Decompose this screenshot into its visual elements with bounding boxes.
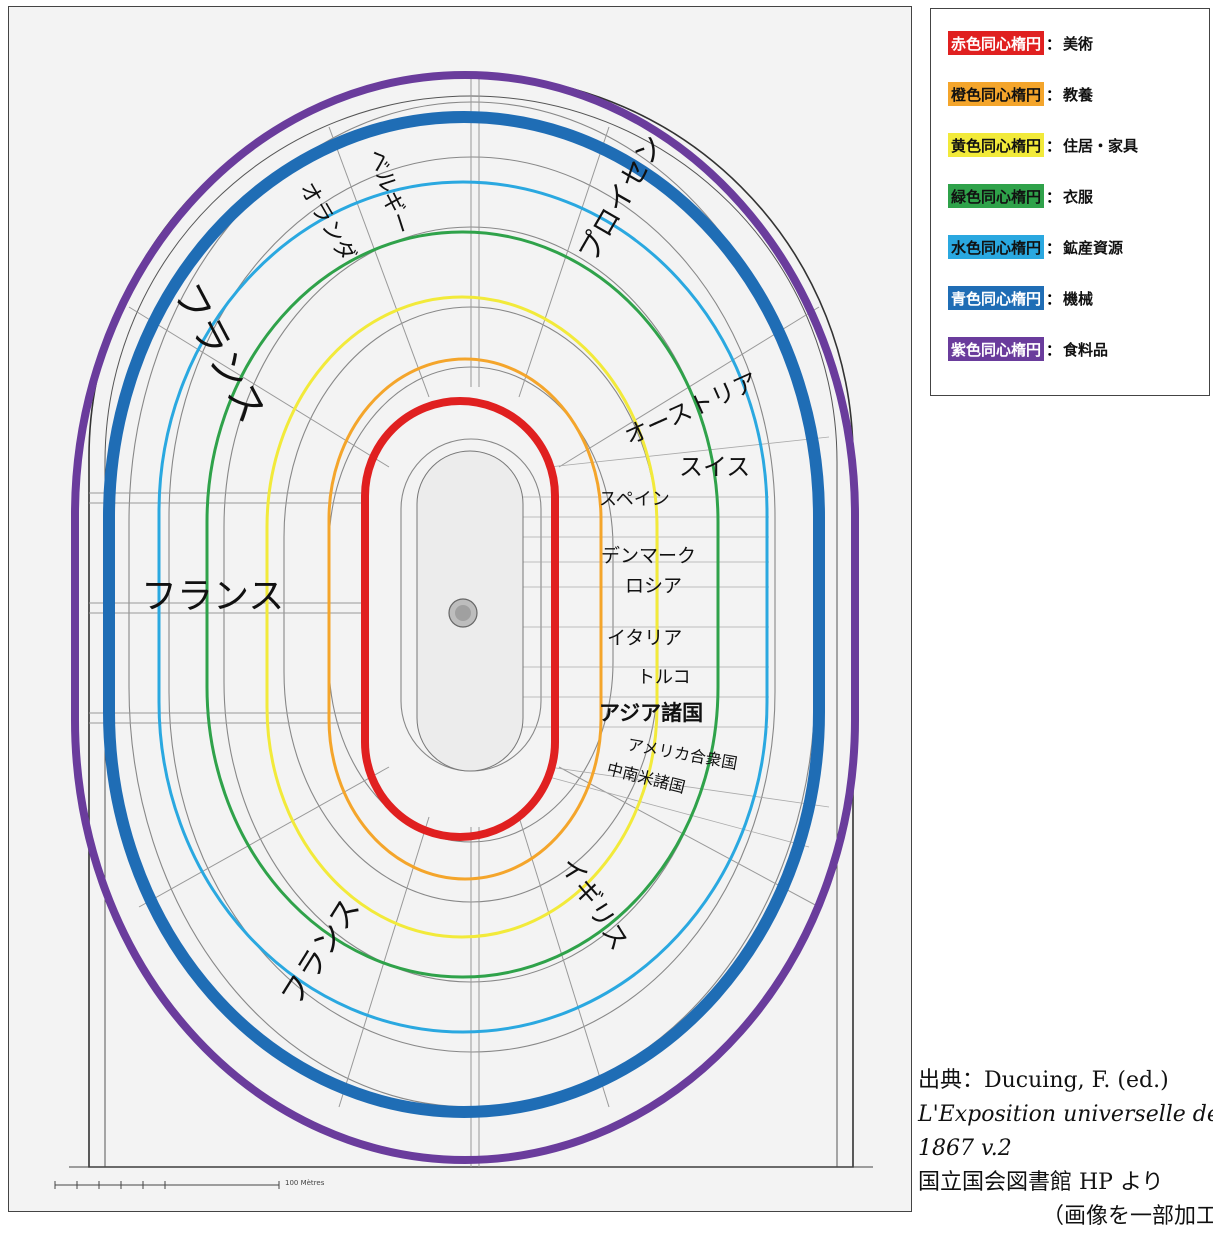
- legend-color-label: 紫色同心楕円: [948, 337, 1045, 361]
- source-line-2: L'Exposition universelle de: [918, 1102, 1213, 1127]
- legend-item: 緑色同心楕円：衣服: [948, 184, 1093, 208]
- legend: 赤色同心楕円：美術 橙色同心楕円：教養 黄色同心楕円：住居・家具 緑色同心楕円：衣服水…: [930, 8, 1210, 396]
- source-line-1: 出典：Ducuing, F. (ed.): [918, 1068, 1169, 1093]
- label-france-west: フランス: [141, 576, 285, 617]
- scale-label: 100 Mètres: [285, 1179, 325, 1187]
- scale-bar: [54, 1181, 280, 1189]
- legend-category: 美術: [1063, 34, 1094, 53]
- label-spain: スペイン: [599, 489, 670, 510]
- legend-item: 黄色同心楕円：住居・家具: [948, 133, 1138, 157]
- legend-separator: ：: [1046, 136, 1062, 155]
- label-switzerland: スイス: [679, 453, 751, 481]
- source-line-4: 国立国会図書館 HP より: [918, 1170, 1164, 1195]
- label-russia: ロシア: [625, 575, 683, 597]
- blue-oval: [103, 111, 825, 1118]
- legend-category: 機械: [1063, 289, 1094, 308]
- source-citation: 出典：Ducuing, F. (ed.) L'Exposition univer…: [918, 1064, 1213, 1234]
- legend-category: 住居・家具: [1063, 136, 1139, 155]
- legend-item: 橙色同心楕円：教養: [948, 82, 1093, 106]
- legend-separator: ：: [1046, 187, 1062, 206]
- light-blue-oval: [157, 180, 769, 1034]
- legend-item: 水色同心楕円：鉱産資源: [948, 235, 1123, 259]
- legend-category: 食料品: [1063, 340, 1109, 359]
- yellow-oval: [265, 295, 659, 939]
- source-line-5: （画像を一部加工）: [1042, 1204, 1213, 1229]
- legend-category: 鉱産資源: [1063, 238, 1124, 257]
- orange-oval: [327, 357, 603, 881]
- legend-color-label: 緑色同心楕円: [948, 184, 1045, 208]
- legend-separator: ：: [1046, 289, 1062, 308]
- legend-color-label: 赤色同心楕円: [948, 31, 1045, 55]
- legend-separator: ：: [1046, 340, 1062, 359]
- legend-category: 教養: [1063, 85, 1094, 104]
- legend-color-label: 水色同心楕円: [948, 235, 1045, 259]
- legend-category: 衣服: [1063, 187, 1094, 206]
- legend-separator: ：: [1046, 34, 1062, 53]
- legend-color-label: 黄色同心楕円: [948, 133, 1045, 157]
- map-drawing: [54, 71, 873, 1189]
- legend-item: 青色同心楕円：機械: [948, 286, 1093, 310]
- red-oval: [361, 397, 559, 841]
- legend-separator: ：: [1046, 238, 1062, 257]
- label-turkey: トルコ: [637, 667, 691, 688]
- exhibition-map: フランス フランス オランダ ベルギー プロイセン オーストリア スイス スペイ…: [8, 6, 912, 1212]
- label-italy: イタリア: [607, 627, 683, 649]
- label-denmark: デンマーク: [601, 545, 697, 567]
- green-oval: [205, 230, 720, 979]
- purple-oval: [71, 71, 859, 1164]
- label-asia: アジア諸国: [599, 701, 704, 725]
- legend-separator: ：: [1046, 85, 1062, 104]
- legend-item: 紫色同心楕円：食料品: [948, 337, 1108, 361]
- source-line-3: 1867 v.2: [918, 1136, 1012, 1161]
- legend-color-label: 橙色同心楕円: [948, 82, 1045, 106]
- legend-item: 赤色同心楕円：美術: [948, 31, 1093, 55]
- legend-color-label: 青色同心楕円: [948, 286, 1045, 310]
